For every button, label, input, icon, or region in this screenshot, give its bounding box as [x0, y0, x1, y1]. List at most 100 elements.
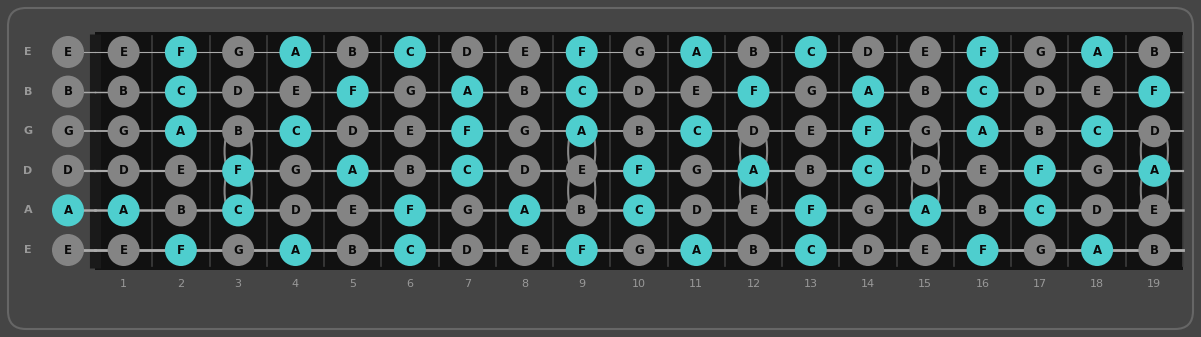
Ellipse shape — [280, 75, 311, 108]
Ellipse shape — [165, 155, 197, 187]
Text: 9: 9 — [578, 279, 585, 289]
Text: A: A — [1093, 45, 1101, 59]
Text: G: G — [119, 125, 129, 138]
Text: C: C — [692, 125, 700, 138]
Ellipse shape — [967, 155, 998, 187]
Ellipse shape — [452, 36, 483, 68]
Text: C: C — [806, 244, 815, 256]
Text: C: C — [406, 45, 414, 59]
Text: B: B — [406, 164, 414, 177]
Text: C: C — [1035, 204, 1044, 217]
Ellipse shape — [108, 155, 139, 187]
Text: 3: 3 — [234, 279, 241, 289]
Ellipse shape — [623, 36, 655, 68]
Text: A: A — [520, 204, 528, 217]
Text: F: F — [807, 204, 814, 217]
Ellipse shape — [1081, 155, 1113, 187]
Ellipse shape — [737, 75, 770, 108]
Ellipse shape — [909, 234, 942, 266]
Ellipse shape — [1081, 234, 1113, 266]
Text: D: D — [291, 204, 300, 217]
Text: F: F — [979, 45, 986, 59]
Ellipse shape — [852, 115, 884, 147]
Ellipse shape — [280, 115, 311, 147]
Text: D: D — [864, 244, 873, 256]
Text: G: G — [64, 125, 73, 138]
Ellipse shape — [222, 115, 255, 147]
Text: E: E — [348, 204, 357, 217]
Text: G: G — [233, 244, 243, 256]
Text: B: B — [806, 164, 815, 177]
Text: D: D — [920, 164, 931, 177]
Text: A: A — [978, 125, 987, 138]
Text: E: E — [1151, 204, 1159, 217]
Text: D: D — [1035, 85, 1045, 98]
Ellipse shape — [1081, 194, 1113, 226]
Text: C: C — [462, 164, 472, 177]
Ellipse shape — [165, 75, 197, 108]
Ellipse shape — [52, 155, 84, 187]
Text: 17: 17 — [1033, 279, 1047, 289]
Text: E: E — [520, 45, 528, 59]
Ellipse shape — [1081, 75, 1113, 108]
Ellipse shape — [737, 234, 770, 266]
Text: 6: 6 — [406, 279, 413, 289]
Ellipse shape — [222, 234, 255, 266]
Ellipse shape — [737, 36, 770, 68]
Text: F: F — [749, 85, 758, 98]
Ellipse shape — [967, 115, 998, 147]
Text: E: E — [749, 204, 758, 217]
Ellipse shape — [52, 234, 84, 266]
Ellipse shape — [967, 36, 998, 68]
Ellipse shape — [452, 75, 483, 108]
Ellipse shape — [394, 234, 426, 266]
Text: F: F — [177, 244, 185, 256]
Ellipse shape — [336, 36, 369, 68]
Text: B: B — [634, 125, 644, 138]
Text: G: G — [864, 204, 873, 217]
Text: C: C — [291, 125, 300, 138]
Text: G: G — [692, 164, 701, 177]
Ellipse shape — [508, 194, 540, 226]
Text: F: F — [635, 164, 643, 177]
Ellipse shape — [280, 155, 311, 187]
Ellipse shape — [1023, 36, 1056, 68]
Text: D: D — [462, 244, 472, 256]
Text: D: D — [520, 164, 530, 177]
Ellipse shape — [108, 36, 139, 68]
Text: 18: 18 — [1091, 279, 1104, 289]
Ellipse shape — [1081, 36, 1113, 68]
Text: E: E — [64, 45, 72, 59]
Ellipse shape — [909, 36, 942, 68]
Text: 16: 16 — [975, 279, 990, 289]
Ellipse shape — [737, 194, 770, 226]
Text: B: B — [578, 204, 586, 217]
Ellipse shape — [795, 75, 826, 108]
Ellipse shape — [566, 115, 598, 147]
Ellipse shape — [165, 194, 197, 226]
Ellipse shape — [1139, 75, 1170, 108]
Ellipse shape — [452, 115, 483, 147]
Ellipse shape — [967, 194, 998, 226]
Text: E: E — [979, 164, 986, 177]
Ellipse shape — [852, 194, 884, 226]
Text: 14: 14 — [861, 279, 876, 289]
Ellipse shape — [737, 155, 770, 187]
Text: B: B — [749, 244, 758, 256]
Ellipse shape — [394, 75, 426, 108]
Text: A: A — [692, 244, 701, 256]
Text: B: B — [64, 85, 72, 98]
Ellipse shape — [680, 194, 712, 226]
Text: 5: 5 — [349, 279, 357, 289]
Ellipse shape — [108, 75, 139, 108]
Ellipse shape — [852, 36, 884, 68]
Ellipse shape — [1139, 36, 1170, 68]
Ellipse shape — [222, 194, 255, 226]
Ellipse shape — [52, 36, 84, 68]
Text: C: C — [234, 204, 243, 217]
Ellipse shape — [394, 36, 426, 68]
Ellipse shape — [680, 115, 712, 147]
Text: 8: 8 — [521, 279, 528, 289]
Ellipse shape — [909, 75, 942, 108]
Text: G: G — [520, 125, 530, 138]
